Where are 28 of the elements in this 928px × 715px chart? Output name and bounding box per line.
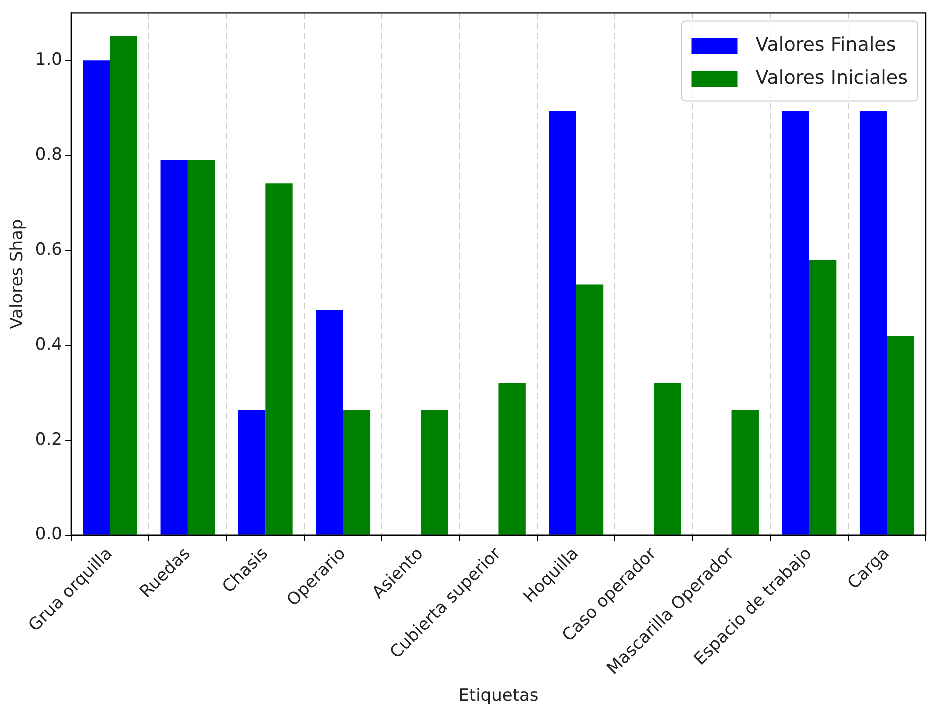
bar [809, 260, 837, 535]
bar [343, 410, 371, 535]
bar [83, 60, 110, 535]
bar [238, 410, 266, 535]
bar [316, 310, 344, 535]
bar [654, 383, 682, 535]
y-tick-label: 0.6 [35, 240, 62, 260]
bar [860, 111, 888, 535]
bar [498, 383, 526, 535]
y-tick-label: 1.0 [35, 50, 62, 70]
bar [266, 184, 293, 535]
y-tick-label: 0.2 [35, 430, 62, 450]
y-tick-label: 0.4 [35, 334, 62, 355]
bar [549, 111, 576, 535]
bar [732, 410, 759, 535]
bar [110, 36, 138, 535]
bar [576, 284, 604, 535]
x-axis-title: Etiquetas [458, 686, 539, 706]
y-axis-title: Valores Shap [8, 219, 28, 330]
y-tick-label: 0.8 [35, 145, 62, 166]
bar [421, 410, 448, 535]
bar [887, 336, 914, 535]
bar [188, 160, 216, 535]
legend-label: Valores Finales [756, 34, 896, 56]
bar [160, 160, 188, 535]
y-tick-label: 0.0 [35, 524, 62, 545]
bar [782, 111, 810, 535]
legend-label: Valores Iniciales [756, 67, 908, 90]
